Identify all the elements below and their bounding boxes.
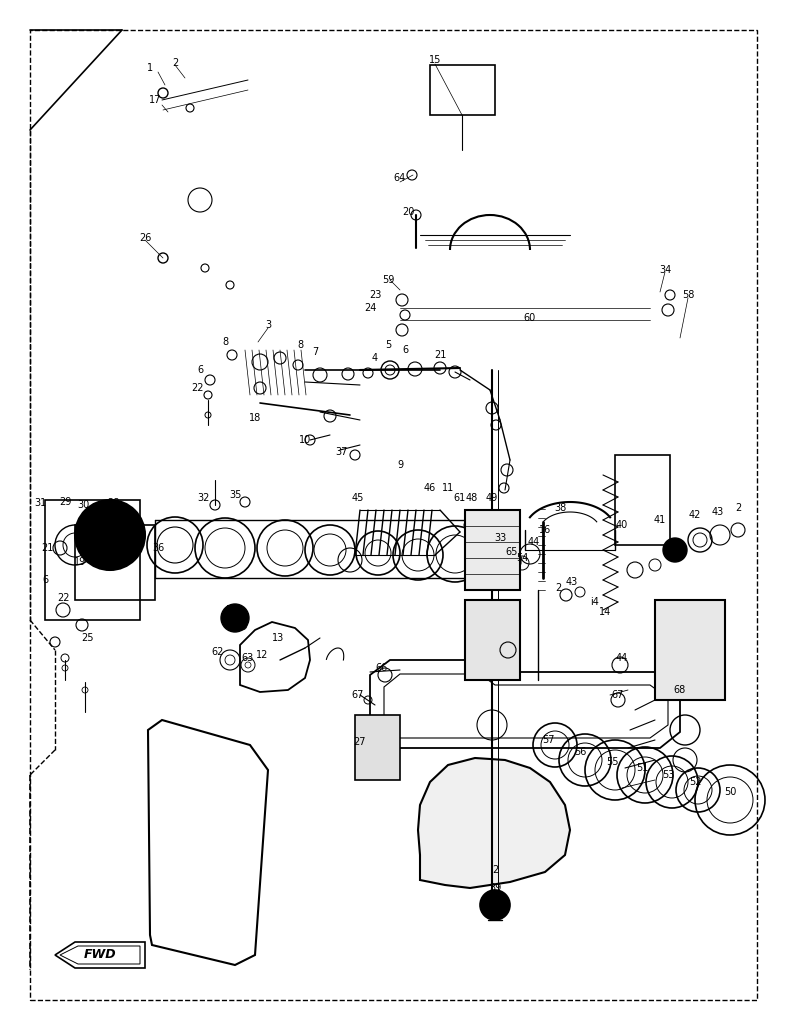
Text: 41: 41 bbox=[654, 515, 666, 525]
Text: 1: 1 bbox=[147, 63, 153, 73]
Text: 26: 26 bbox=[76, 527, 88, 537]
Bar bbox=[75, 525, 155, 600]
Text: 49: 49 bbox=[486, 493, 498, 503]
Text: 12: 12 bbox=[256, 650, 268, 660]
Text: 8: 8 bbox=[297, 340, 303, 350]
Text: 54: 54 bbox=[515, 553, 528, 563]
Text: 63: 63 bbox=[242, 653, 254, 663]
Text: 45: 45 bbox=[352, 493, 364, 503]
Text: 29: 29 bbox=[59, 497, 71, 507]
Text: 30: 30 bbox=[77, 500, 89, 510]
Text: 67: 67 bbox=[611, 690, 624, 700]
Text: 57: 57 bbox=[541, 735, 554, 745]
Text: 26: 26 bbox=[139, 233, 151, 243]
Text: 5: 5 bbox=[385, 340, 391, 350]
Text: 13: 13 bbox=[272, 633, 284, 643]
Bar bbox=[45, 500, 140, 620]
Text: 44: 44 bbox=[528, 537, 540, 547]
Text: 38: 38 bbox=[554, 503, 566, 513]
Text: 50: 50 bbox=[724, 787, 736, 797]
Text: FWD: FWD bbox=[83, 949, 116, 961]
Text: 21: 21 bbox=[41, 543, 54, 553]
Text: 19: 19 bbox=[74, 557, 86, 566]
Text: 4: 4 bbox=[372, 353, 378, 363]
Text: 43: 43 bbox=[566, 577, 578, 587]
Text: 59: 59 bbox=[382, 275, 394, 285]
Text: 28: 28 bbox=[107, 497, 119, 508]
Text: 8: 8 bbox=[222, 337, 228, 347]
Text: 22: 22 bbox=[57, 593, 69, 603]
Circle shape bbox=[75, 500, 145, 570]
Bar bbox=[465, 510, 520, 590]
Text: 11: 11 bbox=[442, 483, 454, 493]
Text: 15: 15 bbox=[429, 55, 442, 65]
Text: 2: 2 bbox=[172, 58, 178, 68]
Text: 27: 27 bbox=[353, 737, 366, 747]
Text: 68: 68 bbox=[674, 685, 686, 695]
Text: 10: 10 bbox=[299, 435, 311, 445]
Text: 47: 47 bbox=[224, 605, 236, 615]
Text: 58: 58 bbox=[682, 290, 694, 300]
Text: 34: 34 bbox=[659, 265, 671, 275]
Text: 6: 6 bbox=[42, 575, 48, 585]
Text: 22: 22 bbox=[190, 383, 203, 393]
Text: 67: 67 bbox=[352, 690, 364, 700]
Text: 40: 40 bbox=[616, 520, 628, 530]
Text: 39: 39 bbox=[489, 883, 501, 893]
Text: 24: 24 bbox=[364, 303, 376, 313]
Text: 2: 2 bbox=[735, 503, 741, 513]
Text: 43: 43 bbox=[712, 507, 724, 517]
Text: 3: 3 bbox=[265, 320, 271, 330]
Text: 20: 20 bbox=[402, 207, 414, 217]
Text: 33: 33 bbox=[494, 533, 506, 543]
Text: 14: 14 bbox=[599, 607, 611, 617]
Text: 44: 44 bbox=[616, 653, 628, 663]
Text: 37: 37 bbox=[336, 447, 348, 457]
Bar bbox=[430, 65, 495, 115]
Text: 6: 6 bbox=[402, 345, 408, 355]
Text: 35: 35 bbox=[229, 490, 241, 500]
Bar bbox=[355, 715, 400, 780]
Text: 2: 2 bbox=[492, 865, 498, 875]
Text: 52: 52 bbox=[689, 777, 701, 787]
Text: 62: 62 bbox=[212, 647, 224, 657]
Text: 7: 7 bbox=[312, 347, 318, 357]
Text: 9: 9 bbox=[397, 460, 403, 470]
Text: 66: 66 bbox=[376, 663, 388, 673]
Text: 56: 56 bbox=[574, 747, 586, 757]
Text: 65: 65 bbox=[506, 547, 518, 557]
Text: 23: 23 bbox=[369, 290, 381, 300]
Bar bbox=[465, 600, 520, 680]
Text: 31: 31 bbox=[34, 497, 46, 508]
Bar bbox=[615, 455, 670, 545]
Text: 48: 48 bbox=[466, 493, 478, 503]
Text: 16: 16 bbox=[539, 525, 551, 535]
Text: 42: 42 bbox=[689, 510, 701, 520]
Circle shape bbox=[480, 890, 510, 920]
Text: 36: 36 bbox=[152, 543, 164, 553]
Text: 6: 6 bbox=[197, 365, 203, 375]
Text: 61: 61 bbox=[454, 493, 466, 503]
Polygon shape bbox=[418, 758, 570, 888]
Text: 2: 2 bbox=[555, 583, 561, 593]
Text: 53: 53 bbox=[662, 770, 674, 780]
Text: 51: 51 bbox=[636, 763, 648, 772]
Text: 25: 25 bbox=[81, 633, 93, 643]
Text: 64: 64 bbox=[394, 173, 406, 183]
Circle shape bbox=[663, 538, 687, 562]
Text: 17: 17 bbox=[149, 95, 161, 105]
Text: 32: 32 bbox=[197, 493, 209, 503]
Text: 21: 21 bbox=[434, 350, 446, 360]
Circle shape bbox=[221, 604, 249, 632]
Bar bbox=[655, 600, 725, 700]
Text: 18: 18 bbox=[249, 413, 261, 423]
Text: i4: i4 bbox=[590, 597, 600, 607]
Text: 60: 60 bbox=[524, 313, 536, 323]
Text: 46: 46 bbox=[424, 483, 436, 493]
Text: 55: 55 bbox=[606, 757, 619, 767]
